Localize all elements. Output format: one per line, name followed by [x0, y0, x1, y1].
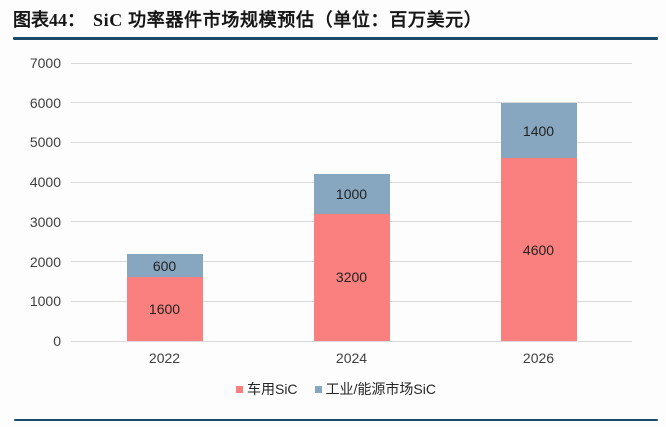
bottom-rule	[14, 419, 658, 421]
bar-value-label-2024-series0: 3200	[335, 269, 368, 286]
figure-title: SiC 功率器件市场规模预估（单位：百万美元）	[93, 10, 483, 30]
y-tick-label-0: 0	[53, 333, 61, 349]
chart-legend: 车用SiC 工业/能源市场SiC	[3, 381, 666, 397]
legend-swatch-icon-0	[235, 386, 243, 393]
figure-header: 图表44： SiC 功率器件市场规模预估（单位：百万美元）	[13, 9, 658, 31]
y-tick-label-1000: 1000	[29, 293, 61, 310]
bar-value-label-2026-series1: 1400	[522, 122, 555, 139]
bar-segment-2026-series0	[500, 158, 577, 341]
y-tick-label-7000: 7000	[29, 55, 61, 71]
bar-segment-2022-series0	[126, 277, 203, 341]
bar-value-label-2024-series1: 1000	[335, 186, 368, 203]
y-tick-label-2000: 2000	[29, 253, 61, 270]
bar-segment-2024-series0	[313, 213, 390, 341]
figure-number-label: 图表44：	[13, 10, 85, 30]
legend-label-0: 车用SiC	[246, 381, 298, 397]
y-tick-label-5000: 5000	[29, 134, 61, 151]
bar-value-label-2022-series0: 1600	[148, 301, 181, 318]
stacked-bar-chart: 0 1000 2000 3000 4000 5000 6000 7000 1600 600 2022…	[0, 40, 666, 400]
y-tick-label-3000: 3000	[29, 213, 61, 230]
bar-segment-2022-series1	[126, 253, 203, 278]
gridline-0	[71, 340, 632, 342]
gridline-7000	[71, 62, 632, 64]
x-tick-label-2024: 2024	[335, 350, 368, 366]
legend-label-1: 工业/能源市场SiC	[325, 381, 436, 397]
x-tick-label-2022: 2022	[148, 350, 181, 366]
bar-value-label-2026-series0: 4600	[522, 241, 555, 258]
legend-swatch-icon-1	[314, 386, 322, 393]
bar-value-label-2022-series1: 600	[152, 257, 177, 274]
y-tick-label-6000: 6000	[29, 94, 61, 111]
gridline-5000	[71, 141, 632, 143]
bar-segment-2024-series1	[313, 174, 390, 214]
x-tick-label-2026: 2026	[522, 350, 555, 366]
bar-segment-2026-series1	[500, 102, 577, 159]
legend-item-0: 车用SiC	[235, 381, 298, 397]
gridline-6000	[71, 102, 632, 104]
legend-item-1: 工业/能源市场SiC	[314, 381, 436, 397]
y-tick-label-4000: 4000	[29, 174, 61, 191]
header-rule	[13, 37, 658, 40]
